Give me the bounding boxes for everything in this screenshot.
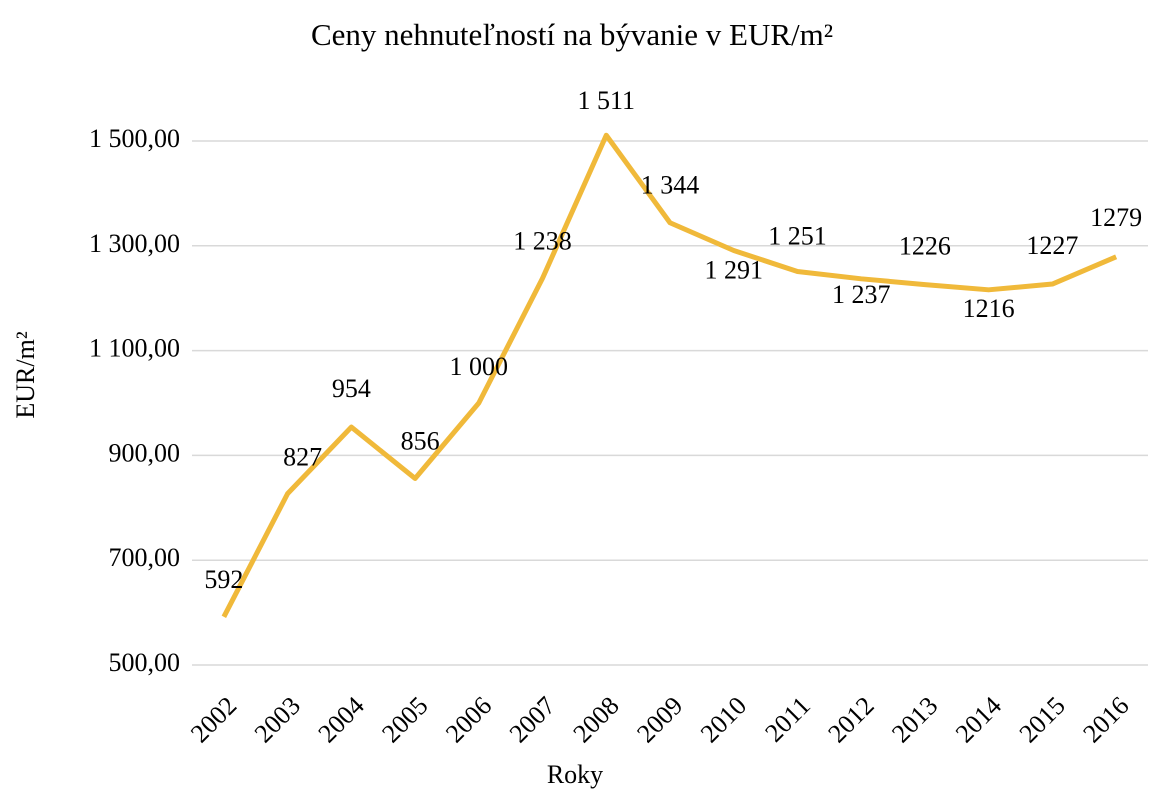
x-tick-label: 2004	[313, 691, 370, 748]
y-tick-label: 1 500,00	[89, 124, 180, 153]
x-tick-label: 2010	[695, 691, 752, 748]
y-axis-title: EUR/m²	[11, 331, 40, 418]
x-axis-title: Roky	[547, 760, 603, 789]
y-tick-label: 1 100,00	[89, 334, 180, 363]
y-tick-label: 900,00	[109, 438, 181, 467]
data-label: 592	[204, 565, 243, 594]
data-label: 954	[332, 374, 371, 403]
x-tick-label: 2015	[1014, 691, 1071, 748]
data-label: 1227	[1026, 231, 1078, 260]
chart-title: Ceny nehnuteľností na bývanie v EUR/m²	[311, 17, 833, 52]
data-label: 1 344	[641, 171, 700, 200]
x-tick-label: 2007	[504, 691, 561, 748]
line	[221, 132, 1118, 618]
data-label: 1279	[1090, 203, 1142, 232]
x-tick-label: 2013	[886, 691, 943, 748]
y-tick-label: 500,00	[109, 648, 181, 677]
data-label: 1 238	[513, 226, 572, 255]
data-label: 1 237	[832, 280, 891, 309]
x-tick-label: 2011	[759, 691, 816, 748]
x-tick-label: 2006	[440, 691, 497, 748]
x-tick-label: 2014	[950, 691, 1007, 748]
x-tick-label: 2016	[1077, 691, 1134, 748]
y-tick-label: 700,00	[109, 543, 181, 572]
data-label: 1 000	[450, 352, 509, 381]
x-tick-label: 2003	[249, 691, 306, 748]
y-tick-label: 1 300,00	[89, 229, 180, 258]
data-label: 1226	[899, 232, 951, 261]
data-label: 1 291	[704, 255, 763, 284]
data-label: 827	[283, 443, 322, 472]
data-label: 856	[401, 426, 440, 455]
x-tick-label: 2002	[185, 691, 242, 748]
data-label: 1 251	[768, 221, 827, 250]
x-tick-label: 2008	[567, 691, 624, 748]
x-tick-label: 2009	[631, 691, 688, 748]
data-label: 1216	[963, 294, 1015, 323]
data-label: 1 511	[577, 86, 635, 115]
x-tick-label: 2012	[822, 691, 879, 748]
x-tick-label: 2005	[376, 691, 433, 748]
